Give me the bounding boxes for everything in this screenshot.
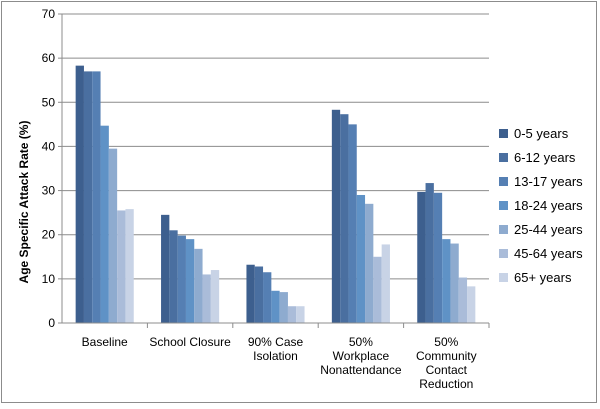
bar: [450, 243, 459, 323]
x-category-label: Baseline: [82, 335, 128, 349]
y-tick-label: 0: [48, 316, 55, 330]
y-tick-label: 50: [42, 95, 56, 109]
x-category-label: 50% Workplace Nonattendance: [320, 335, 402, 377]
legend: 0-5 years 6-12 years 13-17 years 18-24 year…: [499, 126, 583, 285]
bar: [75, 65, 84, 323]
legend-swatch: [499, 153, 508, 162]
legend-label: 65+ years: [514, 270, 572, 285]
bar: [185, 239, 195, 323]
bar: [433, 192, 443, 323]
y-tick-label: 30: [42, 184, 56, 198]
bar: [254, 266, 264, 323]
y-tick-label: 70: [42, 7, 56, 21]
bar: [108, 148, 118, 323]
y-tick-label: 20: [42, 228, 56, 242]
bar: [331, 109, 341, 323]
bar: [340, 114, 349, 323]
bar: [177, 235, 186, 323]
bar: [425, 183, 434, 323]
bar: [296, 306, 305, 323]
bar: [263, 272, 272, 323]
bar: [161, 214, 170, 323]
bar: [100, 125, 109, 323]
legend-label: 0-5 years: [514, 126, 569, 141]
bar: [442, 239, 451, 323]
bars: [75, 65, 476, 323]
bar: [356, 194, 366, 323]
chart-svg: 0 10 20 30 40 50 60 70 Baseline School Closure 90%…: [17, 7, 583, 391]
bar: [125, 209, 134, 323]
legend-label: 25-44 years: [514, 222, 583, 237]
bar: [373, 256, 382, 323]
legend-label: 6-12 years: [514, 150, 576, 165]
bar: [83, 71, 93, 323]
bar: [287, 306, 297, 323]
y-tick-label: 40: [42, 139, 56, 153]
legend-swatch: [499, 273, 508, 282]
legend-swatch: [499, 201, 508, 210]
x-category-label: 90% Case Isolation: [248, 335, 304, 363]
bar: [117, 210, 126, 323]
legend-label: 45-64 years: [514, 246, 583, 261]
x-category-label: 50% Community Contact Reduction: [416, 335, 477, 391]
legend-swatch: [499, 225, 508, 234]
bar: [279, 292, 288, 323]
bar: [365, 203, 374, 323]
legend-label: 13-17 years: [514, 174, 583, 189]
bar: [169, 230, 178, 323]
bar: [381, 244, 390, 323]
y-axis-title: Age Specific Attack Rate (%): [17, 121, 31, 284]
bar: [348, 124, 357, 323]
legend-label: 18-24 years: [514, 198, 583, 213]
bar: [202, 274, 211, 323]
bar: [467, 286, 476, 323]
bar: [458, 277, 468, 323]
bar: [92, 71, 101, 323]
x-category-label: School Closure: [149, 335, 231, 349]
legend-swatch: [499, 177, 508, 186]
chart-frame: 0 10 20 30 40 50 60 70 Baseline School Closure 90%…: [1, 1, 597, 403]
y-tick-label: 60: [42, 51, 56, 65]
bar: [271, 290, 280, 323]
bar: [210, 270, 220, 323]
legend-swatch: [499, 129, 508, 138]
legend-swatch: [499, 249, 508, 258]
axes: 0 10 20 30 40 50 60 70 Baseline School Closure 90%…: [42, 7, 490, 391]
bar: [194, 248, 203, 323]
bar: [417, 191, 426, 323]
y-tick-label: 10: [42, 272, 56, 286]
bar: [246, 264, 255, 323]
